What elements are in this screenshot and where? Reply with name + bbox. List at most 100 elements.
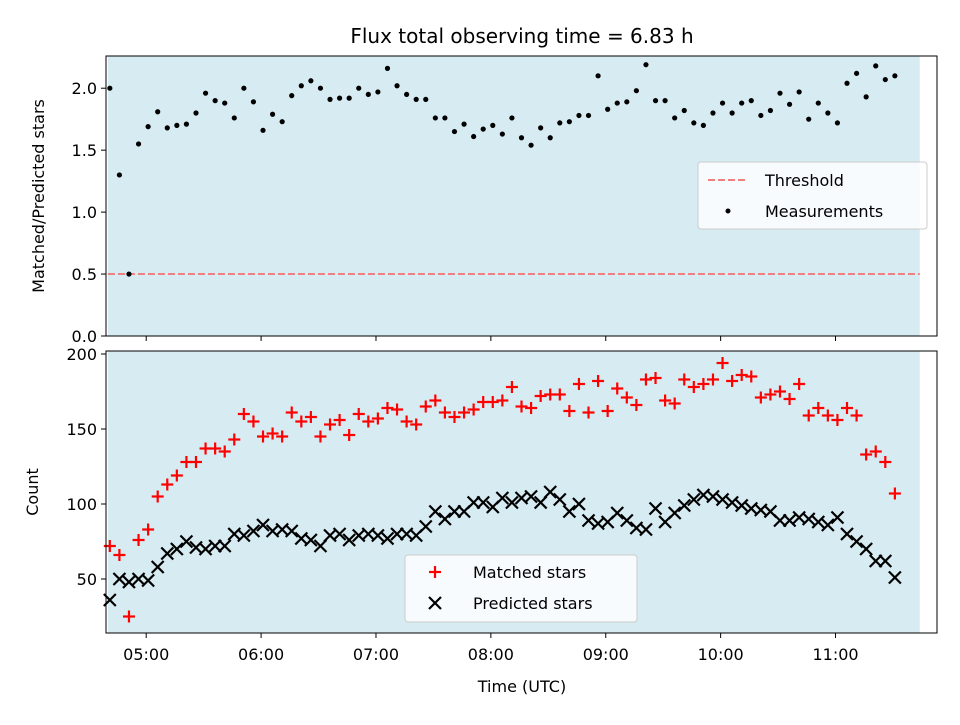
matched-star-point [572, 378, 585, 390]
measurement-point [557, 120, 563, 126]
measurement-point [748, 98, 754, 104]
matched-star-point [515, 400, 528, 413]
top-legend-box [697, 161, 928, 230]
matched-star-point [247, 415, 260, 428]
measurement-point [566, 119, 572, 125]
predicted-star-point [868, 554, 883, 568]
matched-star-point [582, 406, 595, 419]
matched-star-point [132, 534, 145, 546]
matched-star-point [668, 397, 681, 410]
y-tick-label: 1.0 [72, 203, 97, 222]
measurement-point [241, 85, 247, 91]
matched-star-point [257, 430, 270, 443]
y-tick-label: 200 [66, 345, 97, 364]
measurement-point [796, 89, 802, 95]
matched-star-point [410, 418, 423, 431]
measurement-point [681, 107, 687, 114]
matched-star-point [706, 373, 719, 386]
predicted-star-point [524, 489, 538, 504]
predicted-star-point [390, 527, 404, 541]
top-y-axis-label: Matched/Predicted stars [29, 99, 48, 293]
measurement-point [375, 89, 381, 95]
matched-star-point [563, 405, 576, 417]
matched-legend-swatch [429, 566, 441, 578]
y-tick-label: 0.0 [72, 327, 97, 346]
predicted-star-point [141, 573, 155, 588]
predicted-star-point [447, 504, 462, 519]
matched-star-point [525, 402, 538, 414]
predicted-star-point [256, 518, 270, 532]
x-axis-label: Time (UTC) [477, 677, 566, 696]
predicted-star-point [706, 489, 720, 504]
matched-star-point [237, 408, 250, 420]
bottom-plot-area [103, 357, 902, 623]
predicted-star-point [677, 498, 692, 513]
measurement-point [231, 115, 237, 121]
matched-star-point [821, 409, 834, 422]
predicted-star-point [284, 524, 299, 538]
matched-star-point [113, 549, 126, 561]
measurement-point [710, 110, 716, 116]
matched-star-point [448, 411, 461, 423]
matched-star-point [151, 490, 164, 503]
matched-star-point [888, 487, 901, 500]
matched-star-point [218, 445, 231, 458]
predicted-star-point [438, 512, 452, 526]
top-y-ticks: 0.0 0.5 1.0 1.5 2.0 [72, 79, 106, 346]
matched-star-point [122, 610, 135, 623]
measurement-point [786, 101, 793, 107]
chart-title: Flux total observing time = 6.83 h [350, 24, 693, 48]
measurement-point [289, 93, 295, 99]
matched-star-point [802, 409, 815, 422]
predicted-star-point [150, 560, 165, 574]
measurement-point [834, 120, 841, 126]
bottom-y-axis-label: Count [23, 468, 42, 516]
matched-star-point [362, 415, 375, 428]
bottom-axes-frame [105, 350, 938, 634]
matched-star-point [228, 433, 241, 446]
measurement-point [863, 94, 869, 100]
predicted-star-point [553, 492, 567, 507]
x-tick-label: 06:00 [238, 645, 284, 664]
matched-star-point [438, 406, 451, 419]
predicted-star-point [505, 495, 519, 510]
measurement-point [365, 91, 371, 98]
measurement-point [404, 91, 410, 98]
matched-star-point [831, 414, 844, 426]
measurements-legend-swatch [725, 208, 731, 214]
matched-star-point [314, 430, 327, 443]
predicted-star-point [533, 495, 548, 510]
y-tick-label: 2.0 [72, 79, 97, 98]
matched-star-point [209, 442, 222, 455]
measurement-point [183, 121, 190, 127]
measurement-point [547, 135, 553, 141]
measurement-point [432, 115, 438, 121]
predicted-star-point [849, 534, 864, 549]
measurement-point [672, 115, 678, 121]
matched-star-point [611, 382, 624, 395]
bottom-legend-box [404, 554, 638, 623]
matched-star-point [850, 409, 863, 422]
matched-star-point [793, 378, 806, 390]
measurement-point [538, 125, 544, 131]
matched-star-point [429, 394, 442, 407]
measurement-point [892, 73, 898, 79]
matched-star-point [812, 402, 825, 414]
x-tick-label: 09:00 [583, 645, 629, 664]
predicted-star-point [572, 497, 586, 511]
matched-star-point [639, 373, 652, 386]
measurement-point [700, 122, 707, 128]
predicted-star-point [476, 495, 490, 510]
matched-star-point [841, 402, 854, 414]
x-tick-label: 10:00 [698, 645, 744, 664]
matched-star-point [352, 408, 365, 420]
top-x-ticks [145, 336, 837, 341]
predicted-star-point [304, 533, 318, 547]
measurement-point [729, 110, 735, 116]
measurement-point [155, 109, 161, 115]
matched-star-point [726, 375, 739, 387]
matched-star-point [879, 456, 892, 468]
measurement-point [317, 85, 324, 91]
measurement-point [346, 95, 352, 101]
